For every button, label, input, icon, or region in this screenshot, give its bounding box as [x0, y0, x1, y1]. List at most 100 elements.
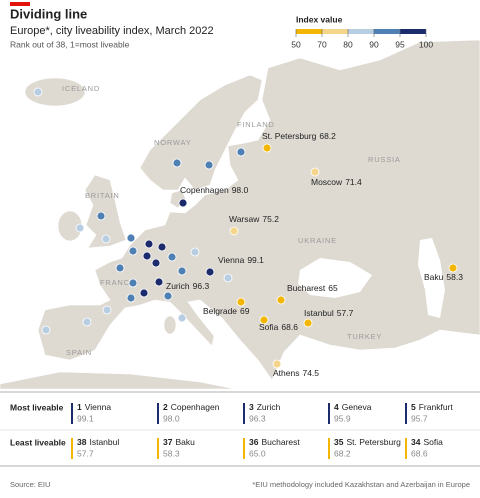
city-value: 96.3 — [193, 281, 210, 291]
city-dot — [144, 239, 154, 249]
city-dot — [154, 277, 164, 287]
city-value: 75.2 — [262, 214, 279, 224]
group-label: Least liveable — [10, 437, 66, 447]
region-label: ICELAND — [62, 84, 100, 93]
city-label: Zurich 96.3 — [166, 281, 209, 291]
entry: 37 Baku — [163, 437, 195, 447]
city-value: 68.6 — [281, 322, 298, 332]
entry-value: 58.3 — [163, 448, 180, 458]
city-label: Moscow 71.4 — [311, 177, 362, 187]
entry: 4 Geneva — [334, 402, 372, 412]
city-dot — [157, 242, 167, 252]
entry-value: 95.9 — [334, 413, 351, 423]
subtitle: Europe*, city liveability index, March 2… — [10, 25, 214, 37]
entry: 5 Frankfurt — [411, 402, 453, 412]
entry-value: 96.3 — [249, 413, 266, 423]
city: Istanbul — [89, 437, 119, 447]
region-label: TURKEY — [347, 332, 382, 341]
city-dot — [205, 267, 215, 277]
entry-value: 57.7 — [77, 448, 94, 458]
entry-value: 68.2 — [334, 448, 351, 458]
legend-tick-label: 70 — [317, 39, 327, 49]
city-label: Athens 74.5 — [273, 368, 319, 378]
city-dot — [128, 278, 138, 288]
legend-swatch — [374, 29, 400, 34]
rank: 37 — [163, 437, 173, 447]
city-name: Copenhagen — [180, 185, 229, 195]
city-value: 99.1 — [247, 255, 264, 265]
city-dot — [126, 293, 136, 303]
city-name: Vienna — [218, 255, 245, 265]
city-dot — [303, 318, 313, 328]
city-dot — [41, 325, 51, 335]
region-label: NORWAY — [154, 138, 192, 147]
rank: 38 — [77, 437, 87, 447]
city-name: Zurich — [166, 281, 190, 291]
city-label: Warsaw 75.2 — [229, 214, 279, 224]
scandinavia — [139, 74, 263, 191]
region-label: SPAIN — [66, 348, 92, 357]
city-dot — [96, 211, 106, 221]
city-value: 68.2 — [319, 131, 336, 141]
note: Rank out of 38, 1=most liveable — [10, 39, 130, 49]
city-dot — [190, 247, 200, 257]
city-name: Athens — [273, 368, 299, 378]
city-label: Copenhagen 98.0 — [180, 185, 249, 195]
city-name: St. Petersburg — [262, 131, 317, 141]
city-name: Sofia — [259, 322, 279, 332]
city-label: Baku 58.3 — [424, 272, 463, 282]
city: Copenhagen — [171, 402, 220, 412]
city-dot — [82, 317, 92, 327]
city: St. Petersburg — [346, 437, 401, 447]
rank: 5 — [411, 402, 416, 412]
entry-value: 65.0 — [249, 448, 266, 458]
region-label: FINLAND — [237, 120, 275, 129]
map — [0, 39, 480, 390]
rank: 35 — [334, 437, 344, 447]
entry-value: 99.1 — [77, 413, 94, 423]
legend: Index value 50 70 80 90 95 100 — [291, 14, 433, 49]
city-dot — [204, 160, 214, 170]
city-dot — [167, 252, 177, 262]
title: Dividing line — [10, 6, 87, 21]
caspian-sea — [418, 238, 445, 318]
city-dot — [151, 258, 161, 268]
city-dot — [128, 246, 138, 256]
legend-swatch — [400, 29, 426, 34]
rank: 4 — [334, 402, 339, 412]
legend-tick-label: 90 — [369, 39, 379, 49]
legend-tick-label: 80 — [343, 39, 353, 49]
city-dot — [178, 198, 188, 208]
entry-value: 68.6 — [411, 448, 428, 458]
city-dot — [102, 305, 112, 315]
legend-tick-label: 100 — [419, 39, 433, 49]
city-dot — [272, 359, 282, 369]
city-dot — [229, 226, 239, 236]
city: Baku — [175, 437, 195, 447]
entry: 35 St. Petersburg — [334, 437, 401, 447]
entry: 1 Vienna — [77, 402, 111, 412]
sardinia — [163, 315, 177, 335]
city-dot — [276, 295, 286, 305]
rank: 3 — [249, 402, 254, 412]
city-label: Istanbul 57.7 — [304, 308, 354, 318]
black-sea — [298, 258, 372, 298]
footnote: *EIU methodology included Kazakhstan and… — [252, 480, 470, 489]
iceland — [24, 77, 86, 107]
rank: 34 — [411, 437, 421, 447]
city-label: Vienna 99.1 — [218, 255, 264, 265]
city: Frankfurt — [419, 402, 454, 412]
city: Geneva — [342, 402, 372, 412]
city-dot — [142, 251, 152, 261]
city-name: Moscow — [311, 177, 343, 187]
group-label: Most liveable — [10, 402, 64, 412]
city-dot — [126, 233, 136, 243]
entry-value: 95.7 — [411, 413, 428, 423]
source: Source: EIU — [10, 480, 50, 489]
city-dot — [115, 263, 125, 273]
city-dot — [177, 313, 187, 323]
region-label: UKRAINE — [298, 236, 337, 245]
region-label: FRANCE — [100, 278, 136, 287]
city-value: 74.5 — [302, 368, 319, 378]
